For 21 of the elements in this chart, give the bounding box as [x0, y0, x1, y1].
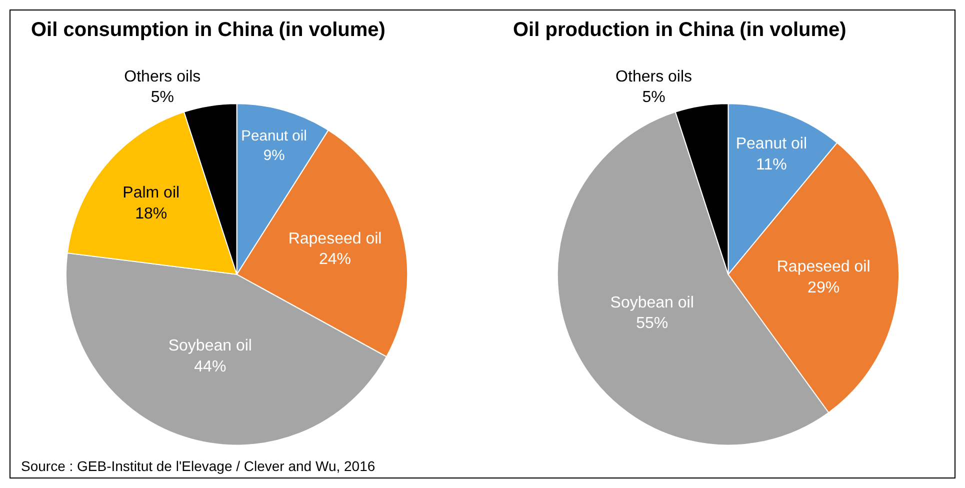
- data-label: 9%: [263, 148, 285, 164]
- slice-label: Palm oil: [122, 184, 180, 202]
- data-label: 29%: [808, 279, 840, 296]
- data-label: 55%: [636, 315, 668, 332]
- slice-label: Rapeseed oil: [288, 230, 382, 248]
- slice-label: Peanut oil: [241, 128, 307, 145]
- data-label: 44%: [194, 358, 226, 376]
- slice-label: Rapeseed oil: [776, 258, 870, 276]
- data-label: 11%: [756, 156, 787, 174]
- slice-label: Others oils: [616, 68, 692, 86]
- data-label: 24%: [319, 251, 352, 268]
- data-label: 5%: [150, 89, 174, 106]
- slice-label: Soybean oil: [168, 337, 252, 354]
- chart-title: Oil production in China (in volume): [513, 19, 846, 41]
- data-label: 5%: [642, 89, 666, 106]
- source-note: Source : GEB-Institut de l'Elevage / Clever and Wu, 2016: [21, 458, 376, 474]
- chart-title: Oil consumption in China (in volume): [31, 19, 386, 41]
- slice-label: Others oils: [124, 68, 201, 86]
- slice-label: Peanut oil: [736, 135, 808, 152]
- slice-label: Soybean oil: [610, 294, 694, 312]
- data-label: 18%: [135, 205, 168, 222]
